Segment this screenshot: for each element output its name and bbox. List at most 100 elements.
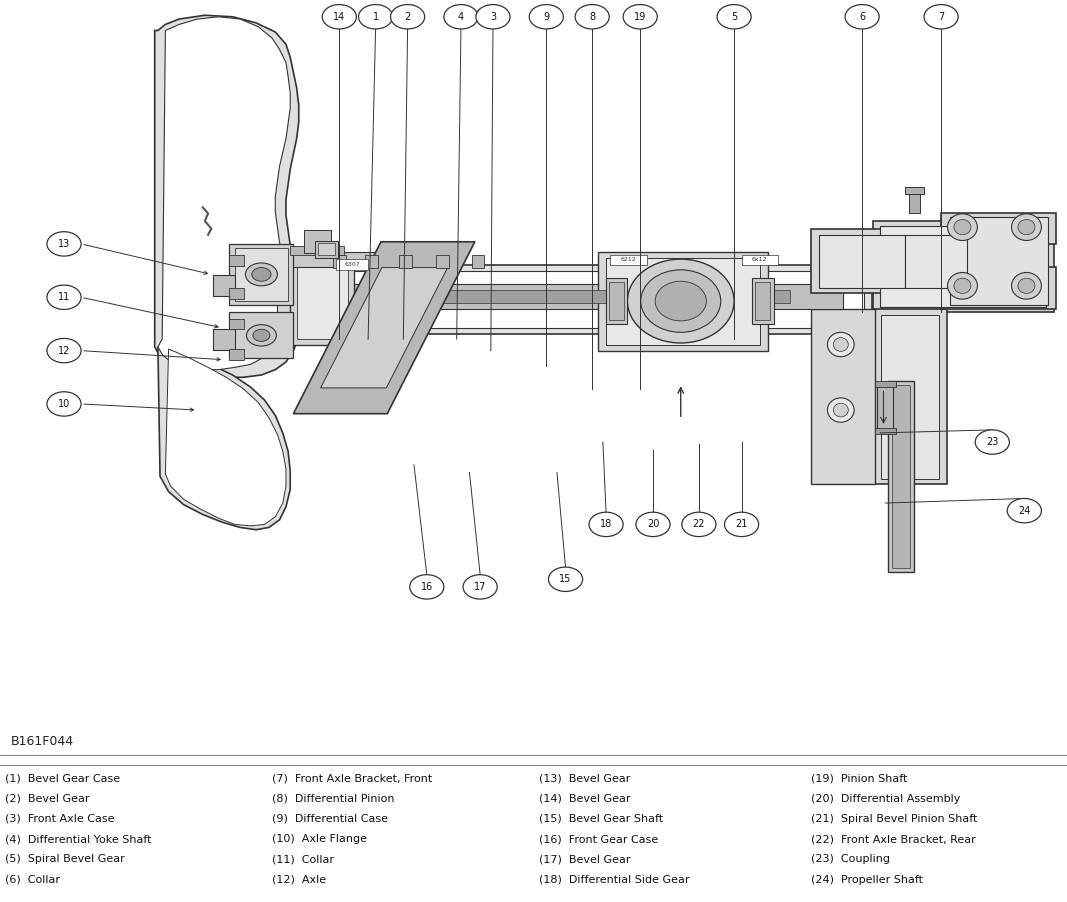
Circle shape [463,575,497,599]
Text: (8)  Differential Pinion: (8) Differential Pinion [272,794,395,804]
Text: (23)  Coupling: (23) Coupling [811,854,890,864]
Bar [277,278,304,322]
Bar [742,254,778,265]
Text: (14)  Bevel Gear: (14) Bevel Gear [539,794,631,804]
Bar [229,255,244,266]
Text: (15)  Bevel Gear Shaft: (15) Bevel Gear Shaft [539,814,663,824]
Bar [333,254,346,268]
Text: 5: 5 [731,12,737,22]
Text: 6212: 6212 [621,257,636,262]
Text: 19: 19 [634,12,647,22]
Bar [873,308,947,484]
Ellipse shape [833,403,848,417]
Bar [880,226,1046,308]
Bar [905,235,967,288]
Circle shape [724,512,759,537]
Bar [399,254,412,268]
Text: (19)  Pinion Shaft: (19) Pinion Shaft [811,773,907,783]
Polygon shape [320,268,448,388]
Ellipse shape [1018,278,1035,293]
Ellipse shape [828,332,854,356]
Text: 21: 21 [735,520,748,529]
Ellipse shape [627,259,734,343]
Text: 22: 22 [692,520,705,529]
Ellipse shape [252,268,271,281]
Circle shape [924,5,958,29]
Bar [315,241,338,258]
Circle shape [410,575,444,599]
Circle shape [391,5,425,29]
Text: 12: 12 [58,345,70,355]
Bar [320,284,843,308]
Text: 20: 20 [647,520,659,529]
Text: 8: 8 [589,12,595,22]
Bar [229,318,244,329]
Ellipse shape [245,263,277,286]
Circle shape [359,5,393,29]
Circle shape [717,5,751,29]
Text: 2: 2 [404,12,411,22]
Bar [290,246,344,255]
Bar [229,349,244,360]
Ellipse shape [947,214,977,241]
Bar [755,282,770,320]
Circle shape [47,338,81,363]
Bar [229,244,293,305]
Polygon shape [293,242,475,414]
Bar [213,328,235,350]
Ellipse shape [1012,214,1041,241]
Text: (20)  Differential Assembly: (20) Differential Assembly [811,794,960,804]
Circle shape [47,285,81,309]
Ellipse shape [954,219,971,235]
Bar [950,217,1048,305]
Text: 1: 1 [372,12,379,22]
Bar [336,259,368,270]
Text: (12)  Axle: (12) Axle [272,875,327,885]
Text: (4)  Differential Yoke Shaft: (4) Differential Yoke Shaft [5,834,152,844]
Text: 13: 13 [58,239,70,249]
Text: 11: 11 [58,292,70,302]
Circle shape [589,512,623,537]
Circle shape [322,5,356,29]
Polygon shape [811,308,875,484]
Text: 10: 10 [58,399,70,409]
Text: 9: 9 [543,12,550,22]
Text: 24: 24 [1018,506,1031,516]
Ellipse shape [947,272,977,299]
Text: (24)  Propeller Shaft: (24) Propeller Shaft [811,875,923,885]
Bar [609,282,624,320]
Circle shape [1007,499,1041,523]
Text: B161F044: B161F044 [11,735,74,749]
Text: 16: 16 [420,582,433,592]
Bar [909,192,920,214]
Text: 18: 18 [600,520,612,529]
Circle shape [682,512,716,537]
Bar [610,254,647,265]
Polygon shape [158,346,290,529]
Bar [888,381,914,572]
Bar [229,312,293,358]
Text: 23: 23 [986,437,999,447]
Circle shape [47,232,81,256]
Ellipse shape [828,398,854,422]
Text: (2)  Bevel Gear: (2) Bevel Gear [5,794,90,804]
Ellipse shape [655,281,706,321]
Circle shape [444,5,478,29]
Polygon shape [941,214,1056,308]
Bar [606,258,760,345]
Bar [436,254,449,268]
Circle shape [975,430,1009,455]
Text: (5)  Spiral Bevel Gear: (5) Spiral Bevel Gear [5,854,125,864]
Bar [819,235,905,288]
Bar [297,263,348,339]
Ellipse shape [833,337,848,352]
Circle shape [845,5,879,29]
Circle shape [636,512,670,537]
Bar [606,278,627,324]
Ellipse shape [1018,219,1035,235]
Text: (3)  Front Axle Case: (3) Front Axle Case [5,814,115,824]
Bar [881,315,939,479]
Polygon shape [165,349,286,526]
Text: (10)  Axle Flange: (10) Axle Flange [272,834,367,844]
Text: 6: 6 [859,12,865,22]
